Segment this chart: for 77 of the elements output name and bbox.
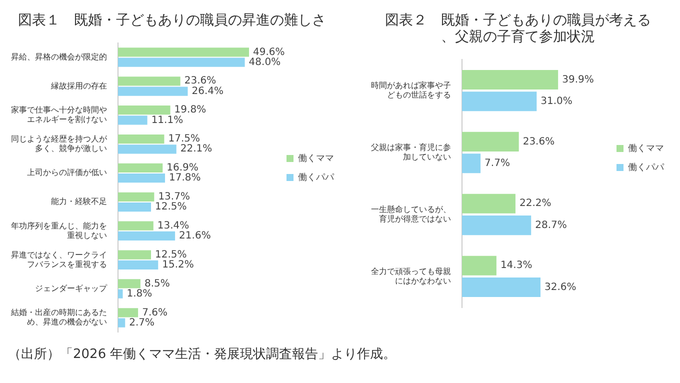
data-label: 23.6%: [522, 136, 555, 148]
y-tick-label: 一生懸命しているが、育児が得意ではない: [371, 204, 451, 224]
data-label: 2.7%: [129, 317, 155, 328]
y-tick-label: 昇給、昇格の機会が限定的: [11, 52, 107, 62]
data-label: 21.6%: [179, 230, 211, 242]
y-tick-label: 能力・経験不足: [51, 197, 107, 206]
bar: [462, 132, 519, 152]
bar: [118, 250, 152, 260]
bar: [462, 194, 516, 214]
bar: [118, 116, 148, 125]
bar: [118, 231, 176, 241]
legend-label: 働くパパ: [628, 162, 665, 172]
data-label: 7.7%: [484, 158, 510, 169]
data-label: 26.4%: [192, 86, 224, 97]
data-label: 17.5%: [168, 134, 200, 145]
bar: [118, 174, 166, 183]
data-label: 48.0%: [248, 56, 281, 68]
chart-title: 図表１ 既婚・子どもありの職員の昇進の難しさ: [18, 11, 326, 28]
bar: [118, 202, 152, 212]
data-label: 23.6%: [184, 76, 216, 87]
bar: [118, 106, 170, 115]
data-label: 19.8%: [174, 104, 206, 116]
data-label: 7.6%: [142, 307, 168, 318]
data-label: 31.0%: [540, 96, 572, 108]
bar: [462, 216, 532, 236]
y-tick-label: ジェンダーギャップ: [35, 284, 108, 293]
legend-label: 働くママ: [298, 152, 334, 163]
bar: [462, 256, 496, 276]
data-label: 8.5%: [144, 278, 170, 290]
y-tick-label: 同じような経歴を持つ人が多く、競争が激しい: [11, 134, 108, 154]
bar: [118, 86, 188, 96]
data-label: 1.8%: [126, 288, 152, 300]
data-label: 13.7%: [158, 192, 190, 202]
bar: [118, 134, 164, 144]
data-label: 13.4%: [157, 220, 190, 232]
data-label: 12.5%: [155, 202, 187, 213]
data-label: 49.6%: [253, 46, 285, 58]
bar: [118, 279, 140, 288]
y-tick-label: 年功序列を重んじ、能力を重視しない: [11, 221, 107, 240]
data-label: 22.1%: [180, 144, 212, 155]
legend-label: 働くパパ: [298, 172, 335, 182]
bar: [118, 144, 176, 154]
bar: [118, 192, 154, 202]
bar: [118, 260, 158, 270]
data-label: 39.9%: [562, 74, 594, 86]
data-label: 11.1%: [151, 114, 184, 126]
data-label: 12.5%: [155, 249, 187, 260]
y-tick-label: 結婚・出産の時期にあるため、昇進の機会がない: [10, 308, 107, 327]
y-tick-label: 時間があれば家事や子どもの世話をする: [371, 80, 451, 100]
bar: [462, 278, 541, 298]
bar: [462, 154, 481, 174]
bar: [118, 289, 123, 298]
y-tick-label: 家事で仕事へ十分な時間やエネルギーを割けない: [11, 106, 107, 124]
bar: [118, 76, 180, 86]
data-label: 14.3%: [500, 260, 532, 272]
bar: [118, 221, 154, 230]
data-label: 32.6%: [544, 282, 576, 293]
y-tick-label: 縁故採用の存在: [50, 81, 107, 90]
y-tick-label: 上司からの評価が低い: [27, 168, 107, 178]
text: （出所）「2026 年働くママ生活・発展現状調査報告」より作成。: [8, 346, 396, 363]
bar: [118, 48, 250, 57]
bar: [118, 163, 163, 173]
chart-title: 図表２ 既婚・子どもありの職員が考える、父親の子育て参加状況: [385, 11, 651, 44]
legend-label: 働くママ: [628, 142, 664, 153]
bar: [462, 70, 558, 90]
bar: [118, 318, 126, 328]
bar: [462, 92, 537, 112]
bar: [118, 58, 245, 67]
y-tick-label: 昇進ではなく、ワークライフバランスを重視する: [11, 250, 107, 269]
data-label: 22.2%: [519, 198, 552, 210]
y-tick-label: 全力で頑張っても母親にはかなわない: [371, 266, 451, 286]
data-label: 17.8%: [169, 172, 201, 184]
data-label: 28.7%: [535, 220, 567, 231]
data-label: 15.2%: [162, 260, 194, 271]
bar: [118, 308, 138, 318]
y-tick-label: 父親は家事・育児に参加していない: [371, 142, 451, 162]
data-label: 16.9%: [166, 162, 198, 174]
